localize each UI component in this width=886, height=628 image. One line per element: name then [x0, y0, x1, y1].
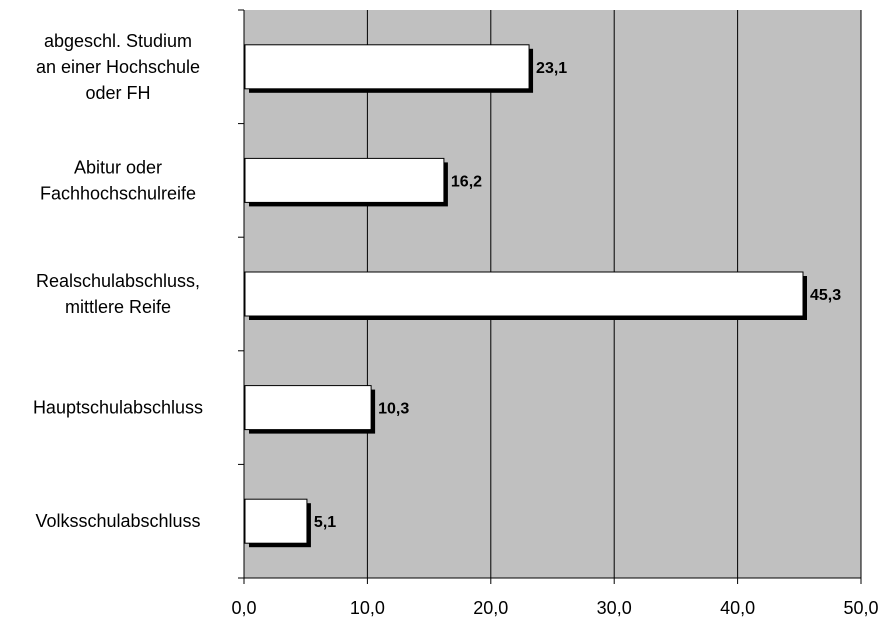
category-label: abgeschl. Studium an einer Hochschule oder…: [36, 31, 200, 103]
bar: [244, 498, 308, 544]
bar: [244, 385, 372, 431]
category-label-line: an einer Hochschule: [36, 57, 200, 77]
x-tick-label: 10,0: [350, 598, 385, 618]
bar: [244, 271, 804, 317]
x-tick-label: 0,0: [231, 598, 256, 618]
category-label-line: Realschulabschluss,: [36, 271, 200, 291]
data-label: 5,1: [314, 514, 336, 531]
x-tick-label: 30,0: [597, 598, 632, 618]
category-label: Volksschulabschluss: [35, 511, 200, 531]
x-tick-label: 50,0: [843, 598, 878, 618]
bar: [244, 157, 445, 203]
category-label: Abitur oder Fachhochschulreife: [40, 157, 196, 203]
category-label-line: mittlere Reife: [65, 297, 171, 317]
category-label-line: abgeschl. Studium: [44, 31, 192, 51]
category-label: Hauptschulabschluss: [33, 398, 203, 418]
x-tick-label: 40,0: [720, 598, 755, 618]
category-label-line: Volksschulabschluss: [35, 511, 200, 531]
axes: [238, 9, 862, 584]
bars: [244, 44, 808, 548]
labels: 0,0 10,0 20,0 30,0 40,0 50,0 23,1 abgeschl. Stu…: [33, 31, 879, 618]
category-label: Realschulabschluss, mittlere Reife: [36, 271, 200, 317]
category-label-line: Hauptschulabschluss: [33, 398, 203, 418]
data-label: 16,2: [451, 173, 482, 190]
data-label: 23,1: [536, 60, 567, 77]
category-label-line: Abitur oder: [74, 157, 162, 177]
data-label: 10,3: [378, 401, 409, 418]
category-label-line: oder FH: [85, 83, 150, 103]
bar: [244, 44, 530, 90]
x-tick-label: 20,0: [473, 598, 508, 618]
category-label-line: Fachhochschulreife: [40, 183, 196, 203]
data-label: 45,3: [810, 287, 841, 304]
